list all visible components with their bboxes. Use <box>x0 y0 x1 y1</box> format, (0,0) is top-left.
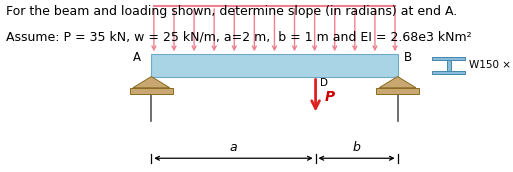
Text: D: D <box>320 78 328 88</box>
Text: P: P <box>325 90 335 104</box>
Text: W150 × 24: W150 × 24 <box>469 60 513 70</box>
FancyBboxPatch shape <box>376 88 419 94</box>
Polygon shape <box>379 77 416 88</box>
FancyBboxPatch shape <box>130 88 173 94</box>
FancyBboxPatch shape <box>151 54 398 77</box>
FancyBboxPatch shape <box>447 60 450 71</box>
Text: b: b <box>352 141 361 154</box>
Text: Assume: P = 35 kN, w = 25 kN/m, a=2 m,  b = 1 m and EI = 2.68e3 kNm²: Assume: P = 35 kN, w = 25 kN/m, a=2 m, b… <box>6 31 472 44</box>
Polygon shape <box>133 77 170 88</box>
Text: a: a <box>230 141 238 154</box>
Text: For the beam and loading shown, determine slope (in radians) at end A.: For the beam and loading shown, determin… <box>6 5 458 18</box>
Text: B: B <box>404 51 412 64</box>
FancyBboxPatch shape <box>432 57 465 60</box>
FancyBboxPatch shape <box>432 71 465 74</box>
Text: A: A <box>133 51 141 64</box>
